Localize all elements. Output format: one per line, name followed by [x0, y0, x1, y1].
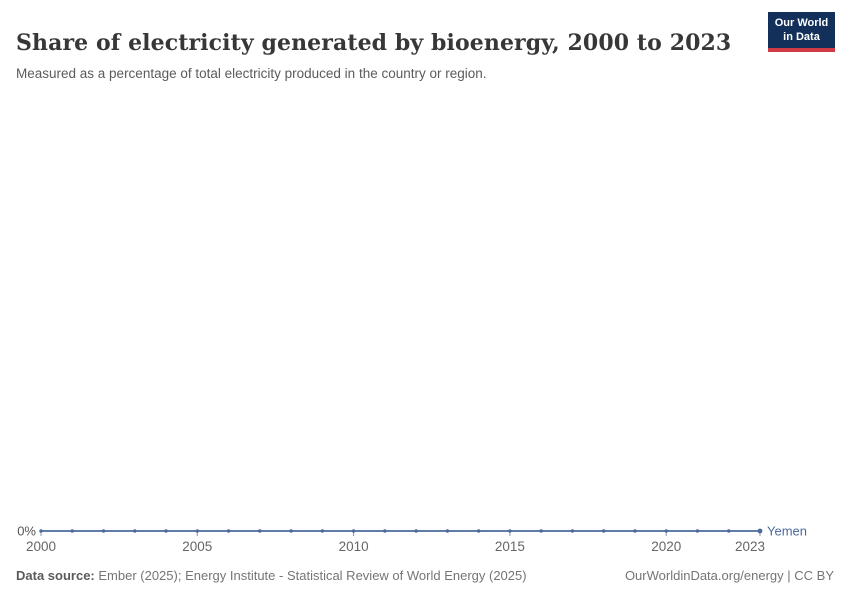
footer-source: Data source: Ember (2025); Energy Instit… [16, 568, 527, 583]
owid-logo-line2: in Data [783, 31, 820, 43]
footer-source-label: Data source: [16, 568, 95, 583]
data-point[interactable] [195, 529, 200, 533]
x-axis-tick-label: 2020 [651, 539, 681, 554]
data-point[interactable] [258, 529, 262, 533]
data-point[interactable] [570, 529, 575, 533]
data-point[interactable] [727, 529, 731, 533]
data-point[interactable] [664, 529, 668, 533]
y-axis-tick-label: 0% [17, 524, 36, 539]
entity-label-yemen[interactable]: Yemen [767, 524, 807, 539]
footer-source-text: Ember (2025); Energy Institute - Statist… [94, 568, 527, 583]
data-point[interactable] [133, 529, 137, 533]
data-point[interactable] [539, 529, 543, 533]
data-point[interactable] [226, 529, 231, 533]
data-point[interactable] [289, 529, 293, 533]
x-axis-tick-label: 2010 [339, 539, 369, 554]
x-axis-tick-label: 2000 [26, 539, 56, 554]
data-point[interactable] [414, 529, 418, 533]
data-point[interactable] [101, 529, 106, 533]
x-axis-tick-label: 2005 [182, 539, 212, 554]
data-point[interactable] [383, 529, 387, 533]
owid-logo: Our World in Data [768, 12, 835, 52]
data-point[interactable] [320, 529, 325, 533]
chart-title: Share of electricity generated by bioene… [16, 29, 732, 56]
data-point[interactable] [633, 529, 637, 533]
data-point[interactable] [39, 529, 43, 533]
owid-logo-line1: Our World [774, 16, 829, 29]
data-point[interactable] [351, 529, 356, 533]
data-point[interactable] [70, 529, 74, 533]
x-axis-tick-label: 2023 [735, 539, 765, 554]
data-point[interactable] [508, 529, 512, 533]
data-point[interactable] [164, 529, 168, 533]
data-point[interactable] [695, 529, 700, 533]
footer-credit: OurWorldinData.org/energy | CC BY [624, 568, 834, 583]
x-axis-tick-label: 2015 [495, 539, 525, 554]
data-point[interactable] [445, 529, 450, 533]
data-point[interactable] [476, 529, 481, 533]
data-point[interactable] [757, 528, 763, 534]
chart-subtitle: Measured as a percentage of total electr… [16, 65, 487, 81]
data-point[interactable] [601, 529, 606, 533]
chart-footer: Data source: Ember (2025); Energy Instit… [16, 568, 834, 583]
